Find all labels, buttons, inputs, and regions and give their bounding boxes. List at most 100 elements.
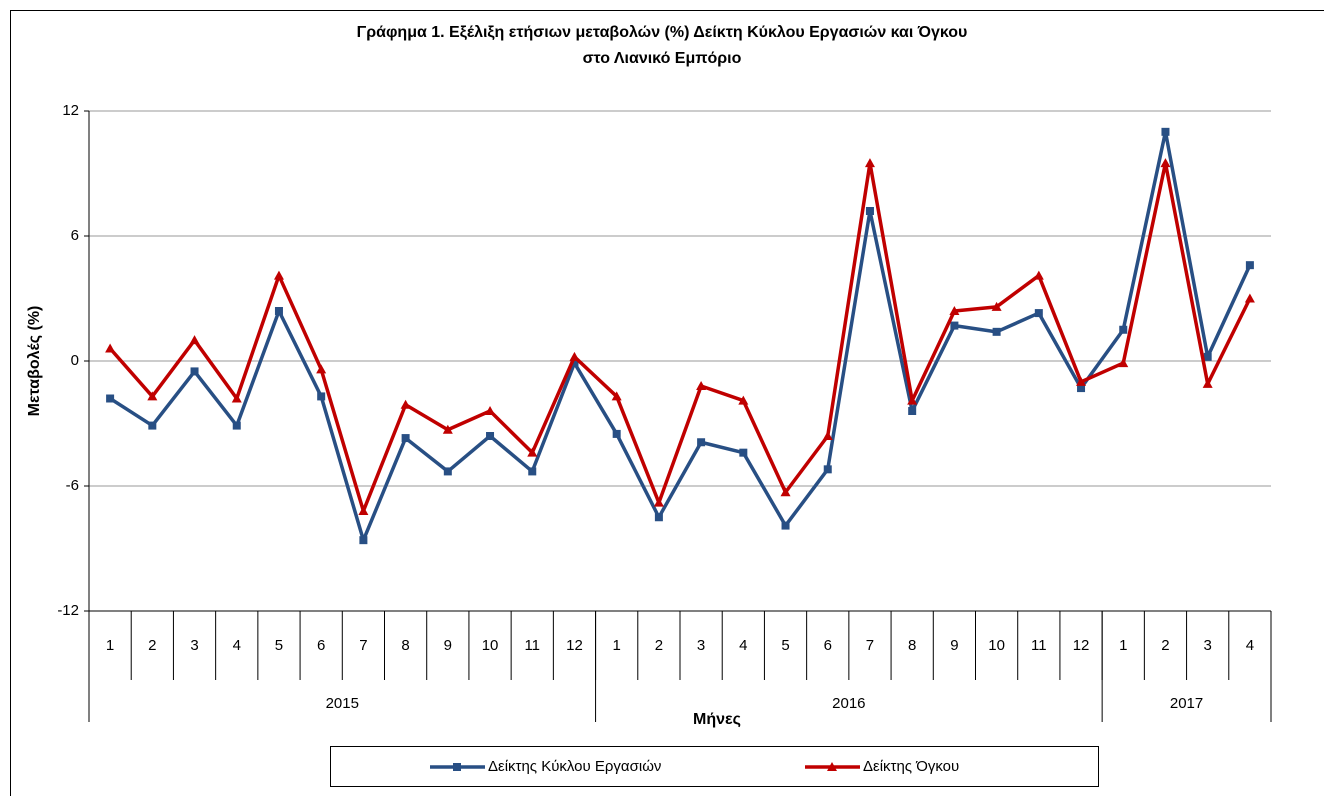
point [696, 381, 707, 390]
group-label: 2017 [1170, 695, 1203, 712]
x-tick-label: 1 [613, 637, 621, 654]
point [1160, 158, 1171, 168]
point [528, 467, 537, 476]
point [992, 327, 1001, 336]
x-tick-label: 3 [1204, 637, 1212, 654]
point [1118, 358, 1129, 368]
group-label: 2015 [326, 695, 359, 712]
x-axis-label: Μήνες [693, 711, 741, 728]
y-tick-label: 0 [71, 352, 79, 369]
point [232, 421, 241, 430]
point [317, 392, 326, 401]
y-axis-label: Μεταβολές (%) [26, 306, 43, 417]
x-tick-label: 3 [697, 637, 705, 654]
point [1244, 293, 1255, 303]
point [739, 448, 748, 457]
chart-subtitle: στο Λιανικό Εμπόριο [583, 50, 742, 67]
x-tick-label: 6 [317, 637, 325, 654]
point [654, 513, 663, 522]
point [991, 301, 1002, 311]
point [570, 359, 579, 368]
point [189, 335, 200, 345]
point [1161, 127, 1170, 136]
x-tick-label: 3 [190, 637, 198, 654]
point [453, 763, 461, 771]
x-tick-label: 2 [148, 637, 156, 654]
point [1034, 309, 1043, 318]
point [1203, 352, 1212, 361]
point [273, 270, 284, 280]
point [147, 391, 158, 401]
point [653, 497, 664, 507]
x-tick-label: 8 [401, 637, 409, 654]
point [106, 394, 115, 403]
point [822, 431, 833, 440]
point [865, 207, 874, 215]
point [612, 429, 621, 438]
x-tick-label: 1 [106, 637, 114, 654]
x-tick-label: 5 [781, 637, 789, 654]
group-label: 2016 [832, 695, 865, 712]
point [950, 321, 959, 330]
point [907, 395, 918, 405]
x-tick-label: 10 [988, 637, 1005, 654]
point [908, 407, 917, 415]
point [400, 399, 411, 409]
chart-border [10, 10, 1324, 796]
point [443, 467, 452, 476]
legend-label: Δείκτης Όγκου [863, 758, 959, 775]
x-tick-label: 6 [824, 637, 832, 654]
legend-label: Δείκτης Κύκλου Εργασιών [488, 758, 661, 775]
x-tick-label: 10 [482, 637, 499, 654]
point [231, 393, 242, 403]
point [827, 762, 837, 771]
point [1077, 384, 1086, 393]
point [105, 343, 116, 353]
point [1033, 270, 1044, 280]
point [148, 421, 157, 430]
x-tick-label: 4 [233, 637, 241, 654]
y-tick-label: -6 [66, 477, 79, 494]
point [611, 391, 622, 401]
x-tick-label: 5 [275, 637, 283, 654]
point [527, 447, 538, 457]
x-tick-label: 8 [908, 637, 916, 654]
point [401, 434, 410, 443]
point [316, 364, 327, 374]
series-line [109, 130, 1252, 542]
point [485, 406, 496, 415]
point [949, 306, 960, 315]
point [274, 307, 283, 315]
chart-title: Γράφημα 1. Εξέλιξη ετήσιων μεταβολών (%)… [357, 24, 968, 41]
y-tick-label: -12 [57, 602, 79, 619]
point [738, 395, 749, 405]
point [781, 521, 790, 530]
x-tick-label: 2 [655, 637, 663, 654]
x-tick-label: 4 [1246, 637, 1254, 654]
point [1202, 378, 1213, 388]
point [780, 487, 791, 497]
x-tick-label: 11 [1031, 637, 1047, 654]
x-tick-label: 9 [444, 637, 452, 654]
x-tick-label: 4 [739, 637, 747, 654]
point [442, 424, 453, 434]
point [1119, 325, 1128, 334]
x-tick-label: 12 [1073, 637, 1090, 654]
point [697, 438, 706, 447]
x-tick-label: 2 [1161, 637, 1169, 654]
point [1076, 376, 1087, 386]
point [190, 367, 199, 376]
x-tick-label: 7 [359, 637, 367, 654]
point [569, 351, 580, 361]
x-tick-label: 1 [1119, 637, 1127, 654]
point [486, 432, 495, 440]
point [864, 158, 875, 168]
x-tick-label: 9 [950, 637, 958, 654]
legend-box [330, 746, 1099, 787]
y-tick-label: 6 [71, 227, 79, 244]
point [823, 465, 832, 474]
point [358, 506, 369, 515]
x-tick-label: 12 [566, 637, 583, 654]
x-tick-label: 7 [866, 637, 874, 654]
